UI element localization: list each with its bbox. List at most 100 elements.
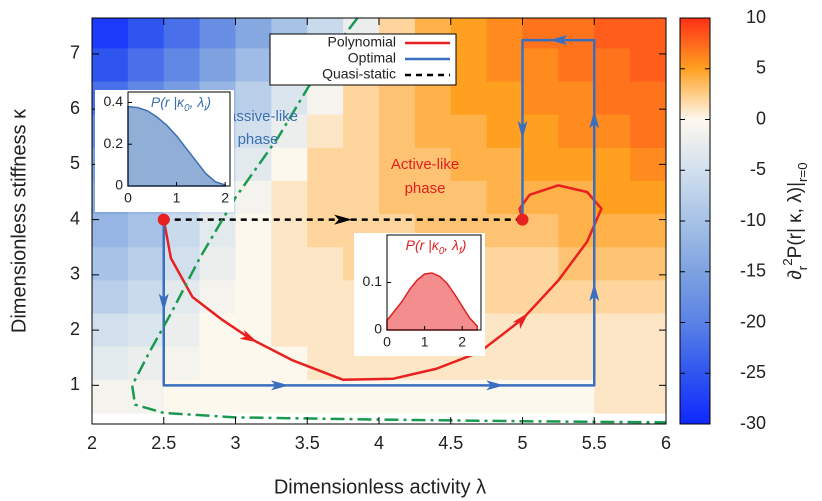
heatmap-cell — [594, 346, 631, 381]
label-part: P(r| κ, λ)| — [785, 182, 806, 258]
x-tick-label: 3.5 — [295, 433, 320, 453]
heatmap-cell — [414, 114, 452, 149]
heatmap-cell — [594, 81, 631, 116]
heatmap-cell — [235, 346, 272, 381]
x-tick-label: 4.5 — [438, 433, 463, 453]
heatmap-cell — [235, 180, 272, 215]
heatmap-cell — [450, 48, 488, 83]
heatmap-cell — [522, 48, 559, 83]
heatmap-cell — [92, 280, 129, 315]
heatmap-cell — [163, 313, 201, 348]
heatmap-cell — [235, 114, 272, 149]
label: ∂r2P(r| κ, λ)|r=0 — [780, 162, 810, 279]
heatmap-cell — [235, 48, 272, 83]
heatmap-cell — [630, 247, 666, 281]
inset-area — [386, 272, 478, 331]
label: P(r |κ0, λf) — [406, 237, 467, 257]
heatmap-cell — [450, 81, 488, 116]
arrow-head — [549, 35, 568, 46]
arrow-head — [486, 380, 505, 391]
heatmap-cell — [630, 280, 666, 315]
series-line — [130, 18, 666, 424]
arrow-head — [334, 214, 353, 225]
heatmap-cell — [594, 247, 631, 281]
heatmap-cell — [199, 313, 237, 348]
inset-x-tick-label: 2 — [458, 334, 466, 350]
inset-y-tick-label: 0 — [115, 177, 123, 193]
heatmap-cell — [450, 147, 488, 182]
heatmap-cell — [343, 147, 380, 182]
heatmap-cell — [522, 214, 559, 248]
arrow-head — [589, 283, 600, 302]
inset-area — [127, 105, 226, 187]
y-tick-label: 3 — [70, 264, 80, 284]
endpoint-dot — [157, 213, 170, 226]
y-tick-label: 1 — [70, 374, 80, 394]
annotation: phase — [238, 131, 279, 148]
heatmap-cell — [486, 280, 524, 315]
heatmap-cell — [307, 214, 344, 248]
heatmap-cell — [271, 147, 308, 182]
legend-label: Polynomial — [328, 34, 396, 50]
label-part: 2 — [780, 258, 795, 265]
heatmap-cell — [271, 313, 308, 348]
heatmap-cell — [307, 247, 344, 281]
heatmap-cell — [307, 81, 344, 116]
arrow-head — [270, 380, 289, 391]
heatmap-cell — [522, 81, 559, 116]
heatmap-cell — [486, 147, 524, 182]
heatmap-cell — [163, 214, 201, 248]
heatmap-cell — [92, 18, 129, 49]
heatmap-cell — [199, 346, 237, 381]
inset-y-tick-label: 0 — [374, 321, 382, 337]
heatmap-cell — [558, 346, 595, 381]
endpoint-dot — [516, 213, 529, 226]
heatmap-cell — [594, 147, 631, 182]
heatmap-cell — [486, 48, 524, 83]
heatmap-cell — [522, 114, 559, 149]
arrow-head — [158, 293, 169, 312]
heatmap-cell — [486, 247, 524, 281]
heatmap-cell — [486, 180, 524, 215]
colorbar-tick-label: -5 — [750, 159, 766, 179]
y-axis-label: Dimensionless stiffness κ — [8, 108, 30, 333]
label-part: r=0 — [795, 162, 810, 182]
heatmap-cell — [414, 147, 452, 182]
colorbar-tick-label: 5 — [756, 58, 766, 78]
heatmap-cell — [235, 81, 272, 116]
heatmap-cell — [307, 180, 344, 215]
label-part: P(r |κ — [151, 94, 185, 110]
x-tick-label: 5 — [517, 433, 527, 453]
colorbar-tick-label: 10 — [746, 7, 766, 27]
heatmap-cell — [486, 346, 524, 381]
heatmap-cell — [630, 346, 666, 381]
x-tick-label: 2.5 — [151, 433, 176, 453]
heatmap-cell — [594, 280, 631, 315]
inset-frame — [127, 91, 231, 187]
heatmap-cell — [271, 180, 308, 215]
heatmap-cell — [127, 313, 165, 348]
heatmap-cell — [594, 18, 631, 49]
heatmap-cell — [558, 313, 595, 348]
heatmap-cell — [594, 379, 631, 414]
heatmap-cell — [379, 180, 416, 215]
heatmap-cell — [450, 18, 488, 49]
inset-x-tick-label: 2 — [221, 190, 229, 206]
heatmap-cell — [343, 114, 380, 149]
inset-x-tick-label: 0 — [124, 190, 132, 206]
heatmap-cell — [127, 346, 165, 381]
colorbar-tick-label: 0 — [756, 108, 766, 128]
annotation: Active-like — [391, 156, 459, 173]
heatmap-cell — [199, 18, 237, 49]
heatmap-cell — [127, 18, 165, 49]
x-tick-label: 5.5 — [582, 433, 607, 453]
label: P(r |κ0, λi) — [151, 94, 211, 114]
colorbar-tick-label: -15 — [740, 261, 766, 281]
heatmap-cell — [558, 147, 595, 182]
heatmap-cell — [127, 280, 165, 315]
inset-y-tick-label: 0.1 — [363, 273, 383, 289]
heatmap-cell — [307, 280, 344, 315]
label-part: r — [795, 265, 810, 270]
heatmap-cell — [307, 313, 344, 348]
